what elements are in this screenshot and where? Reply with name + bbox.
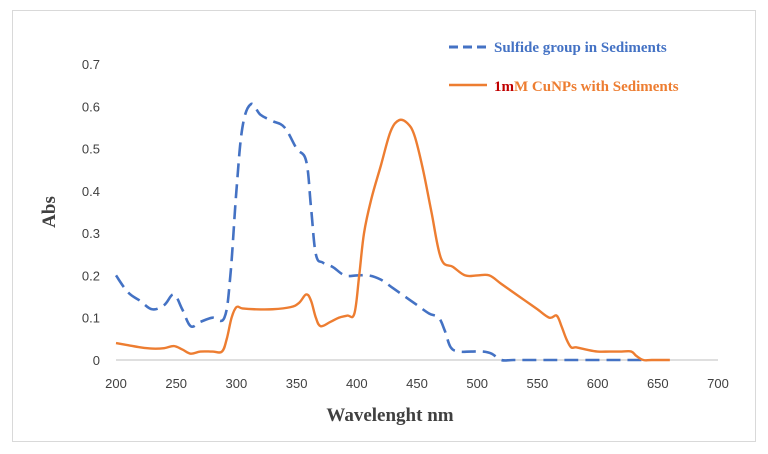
- legend-label-cunps: 1mM CuNPs with Sediments: [494, 79, 679, 95]
- series-line-cunps: [115, 118, 670, 362]
- x-tick-label: 500: [466, 376, 488, 391]
- x-tick-label: 250: [165, 376, 187, 391]
- y-tick-label: 0.5: [82, 142, 100, 157]
- y-tick-label: 0.2: [82, 268, 100, 283]
- legend-label-sulfide: Sulfide group in Sediments: [494, 40, 667, 56]
- legend-item-cunps: 1mM CuNPs with Sediments: [449, 79, 679, 95]
- y-axis-title: Abs: [39, 196, 60, 228]
- y-tick-label: 0.4: [82, 184, 100, 199]
- x-tick-label: 300: [226, 376, 248, 391]
- legend: Sulfide group in Sediments 1mM CuNPs wit…: [449, 40, 679, 95]
- x-tick-label: 400: [346, 376, 368, 391]
- x-tick-label: 650: [647, 376, 669, 391]
- x-tick-label: 600: [587, 376, 609, 391]
- x-tick-label: 200: [105, 376, 127, 391]
- x-tick-label: 450: [406, 376, 428, 391]
- y-tick-label: 0: [93, 353, 100, 368]
- series-line-sulfide: [114, 102, 646, 362]
- x-tick-label: 550: [527, 376, 549, 391]
- series-layer: [114, 102, 670, 362]
- y-tick-label: 0.6: [82, 99, 100, 114]
- y-tick-label: 0.7: [82, 57, 100, 72]
- y-axis-ticks: 0 0.1 0.2 0.3 0.4 0.5 0.6 0.7: [82, 57, 100, 368]
- x-tick-label: 700: [707, 376, 729, 391]
- chart-frame: [12, 10, 756, 442]
- x-axis-title: Wavelenght nm: [326, 405, 453, 426]
- y-tick-label: 0.3: [82, 226, 100, 241]
- x-axis-ticks: 200 250 300 350 400 450 500 550 600 650 700: [105, 376, 729, 391]
- y-tick-label: 0.1: [82, 311, 100, 326]
- legend-item-sulfide: Sulfide group in Sediments: [449, 40, 667, 56]
- x-tick-label: 350: [286, 376, 308, 391]
